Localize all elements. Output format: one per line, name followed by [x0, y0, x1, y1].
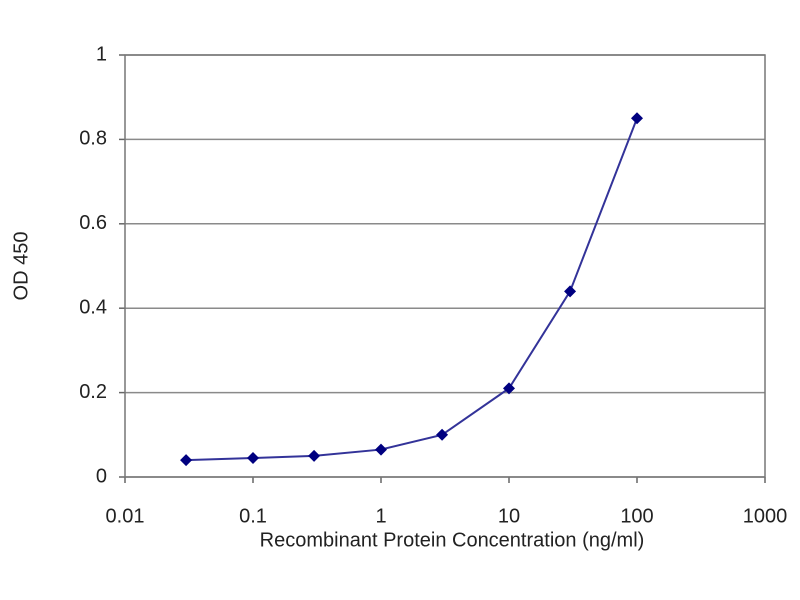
x-tick-label: 100 [620, 505, 653, 527]
y-tick-label: 0.6 [79, 212, 107, 234]
x-tick-label: 1 [375, 505, 386, 527]
x-axis-label: Recombinant Protein Concentration (ng/ml… [260, 529, 645, 551]
data-point [375, 443, 387, 456]
y-tick-label: 0 [96, 465, 107, 487]
x-tick-label: 0.01 [106, 505, 145, 527]
data-point [308, 449, 321, 462]
data-point [247, 452, 259, 465]
y-tick-label: 0.2 [79, 381, 107, 403]
x-tick-label: 1000 [743, 505, 788, 527]
data-point [436, 428, 449, 441]
data-point [564, 285, 577, 298]
y-axis-label: OD 450 [10, 232, 32, 301]
y-tick-label: 0.8 [79, 128, 107, 150]
y-tick-label: 1 [96, 43, 107, 65]
data-point [180, 454, 193, 467]
y-tick-label: 0.4 [79, 296, 107, 318]
x-tick-label: 10 [498, 505, 520, 527]
data-line [186, 117, 638, 462]
data-point [503, 382, 515, 395]
x-tick-label: 0.1 [239, 505, 267, 527]
data-point [631, 112, 643, 125]
plot-frame [124, 54, 766, 478]
